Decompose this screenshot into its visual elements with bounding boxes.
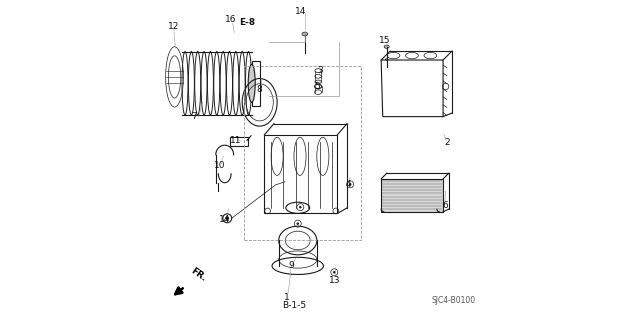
Text: 10: 10 [214,161,226,170]
Ellipse shape [302,32,308,36]
Bar [230,137,248,146]
Text: 1: 1 [284,293,289,302]
Ellipse shape [384,45,389,48]
Text: 15: 15 [380,36,391,45]
Text: 2: 2 [444,137,450,146]
Bar [252,61,260,106]
Text: 9: 9 [289,261,294,271]
Text: 11: 11 [230,136,241,145]
Circle shape [225,216,229,220]
Text: 7: 7 [191,112,197,121]
Circle shape [349,183,351,186]
Text: 14: 14 [219,215,230,224]
Text: 3: 3 [317,66,323,75]
Text: E-8: E-8 [239,19,255,27]
Text: 12: 12 [168,22,180,31]
Text: FR.: FR. [189,267,207,283]
Text: 4: 4 [346,181,351,189]
Circle shape [299,206,301,208]
Circle shape [296,222,299,225]
Polygon shape [381,179,443,212]
Text: 8: 8 [257,85,262,94]
Text: SJC4-B0100: SJC4-B0100 [431,296,476,305]
Text: 14: 14 [295,7,307,16]
Ellipse shape [248,64,255,102]
Text: 16: 16 [225,15,237,24]
Text: B-1-5: B-1-5 [282,301,307,310]
Text: 5: 5 [314,82,320,91]
Text: 6: 6 [443,201,449,210]
Text: 13: 13 [328,276,340,285]
Circle shape [333,271,335,273]
